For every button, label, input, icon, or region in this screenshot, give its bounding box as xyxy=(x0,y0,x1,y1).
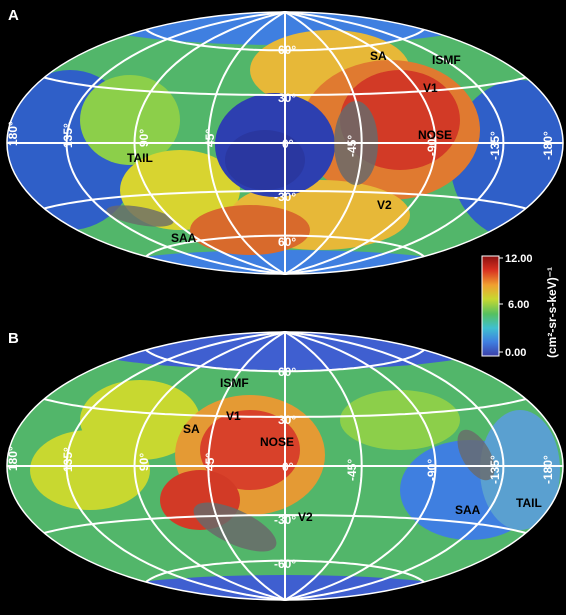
panel-a-annotations: SA ISMF V1 NOSE TAIL V2 SAA xyxy=(127,49,461,245)
lon-label: 90° xyxy=(137,453,151,471)
lat-label: 30° xyxy=(278,91,296,105)
lon-label: 180° xyxy=(6,446,20,471)
annotation-tail: TAIL xyxy=(127,151,153,165)
lon-label: -45° xyxy=(345,459,359,481)
lat-label: -60° xyxy=(274,557,296,571)
lat-label: 60° xyxy=(278,365,296,379)
graticule-line xyxy=(145,28,425,52)
annotation-sa: SA xyxy=(370,49,387,63)
lon-label: -180° xyxy=(541,131,555,160)
lon-label: -90° xyxy=(425,459,439,481)
graticule-line xyxy=(145,349,425,373)
lon-label: 180° xyxy=(6,121,20,146)
colorbar-tick-max: 12.00 xyxy=(505,253,533,265)
graticule-line xyxy=(43,513,527,534)
colorbar-tick-min: 0.00 xyxy=(505,347,526,359)
panel-b-annotations: ISMF V1 SA NOSE V2 SAA TAIL xyxy=(183,376,542,524)
panel-a-map xyxy=(6,11,564,275)
lat-label: -30° xyxy=(274,513,296,527)
lon-label: 135° xyxy=(61,123,75,148)
annotation-nose: NOSE xyxy=(418,128,452,142)
colorbar-gradient xyxy=(481,255,500,357)
colorbar-unit: (cm²-sr-s-keV)⁻¹ xyxy=(545,267,559,358)
lon-label: -45° xyxy=(345,135,359,157)
colorbar-tick-mid: 6.00 xyxy=(508,299,529,311)
panel-a-lon-labels: 180° 135° 90° 45° 0° -45° -90° -135° -18… xyxy=(6,121,555,160)
graticule-line xyxy=(145,559,425,583)
graticule-line xyxy=(145,234,425,258)
lon-label: 45° xyxy=(203,129,217,147)
lon-label: -135° xyxy=(488,131,502,160)
graticule-line xyxy=(43,189,527,210)
panel-b-map xyxy=(6,331,564,601)
lon-label: 0° xyxy=(282,137,294,151)
annotation-tail: TAIL xyxy=(516,496,542,510)
lon-label: 90° xyxy=(137,129,151,147)
lon-label: -180° xyxy=(541,455,555,484)
panel-b-lon-labels: 180° 135° 90° 45° 0° -45° -90° -135° -18… xyxy=(6,446,555,484)
annotation-v1: V1 xyxy=(226,409,241,423)
annotation-ismf: ISMF xyxy=(432,53,461,67)
panel-a-letter: A xyxy=(8,7,19,24)
lat-label: -30° xyxy=(274,190,296,204)
graticule-line xyxy=(43,76,527,97)
annotation-v2: V2 xyxy=(377,198,392,212)
lon-label: -90° xyxy=(425,134,439,156)
annotation-nose: NOSE xyxy=(260,435,294,449)
panel-a-lat-labels: 60° 30° -30° 60° xyxy=(274,43,296,249)
lon-label: 45° xyxy=(203,453,217,471)
annotation-v2: V2 xyxy=(298,510,313,524)
panel-b-lat-labels: 60° 30° -30° -60° xyxy=(274,365,296,571)
graticule-line xyxy=(43,398,527,419)
lat-label: 60° xyxy=(278,43,296,57)
lon-label: 0° xyxy=(282,460,294,474)
lat-label: 30° xyxy=(278,413,296,427)
lat-label: 60° xyxy=(278,235,296,249)
annotation-ismf: ISMF xyxy=(220,376,249,390)
lon-label: -135° xyxy=(488,455,502,484)
lon-label: 135° xyxy=(61,447,75,472)
annotation-v1: V1 xyxy=(423,81,438,95)
annotation-saa: SAA xyxy=(455,503,481,517)
annotation-saa: SAA xyxy=(171,231,197,245)
annotation-sa: SA xyxy=(183,422,200,436)
colorbar: 12.00 6.00 0.00 (cm²-sr-s-keV)⁻¹ xyxy=(481,253,559,359)
panel-b-letter: B xyxy=(8,330,19,347)
